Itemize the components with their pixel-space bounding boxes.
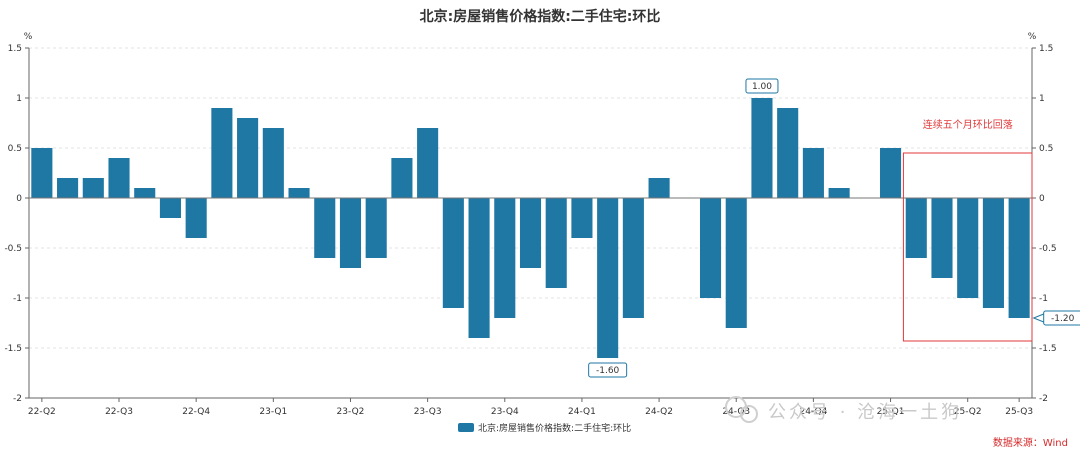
bar (1008, 198, 1030, 318)
x-tick-label: 24-Q3 (722, 407, 750, 417)
x-tick-label: 24-Q4 (799, 407, 827, 417)
watermark: 公众号 · 沧海一土狗 (725, 396, 962, 423)
bar (391, 158, 413, 198)
data-source: 数据来源：Wind (993, 436, 1068, 449)
bar (211, 108, 233, 198)
left-tick-label: -2 (13, 394, 22, 404)
bar (134, 188, 156, 198)
bar (159, 198, 181, 218)
bar (82, 178, 104, 198)
left-tick-label: 1.5 (8, 44, 22, 54)
bar (108, 158, 130, 198)
data-label-box (1043, 310, 1080, 326)
data-label: -1.60 (596, 366, 620, 376)
data-label-pointer (1032, 313, 1044, 323)
data-label: 1.00 (752, 82, 772, 92)
x-tick-label: 24-Q2 (645, 407, 673, 417)
wechat-icon-small (740, 405, 758, 423)
bar (725, 198, 747, 328)
legend-swatch (458, 423, 474, 432)
bar (622, 198, 644, 318)
bar (365, 198, 387, 258)
bar (494, 198, 516, 318)
bar (417, 128, 439, 198)
bar (442, 198, 464, 308)
bar (931, 198, 953, 278)
left-tick-label: -0.5 (4, 244, 22, 254)
x-tick-label: 23-Q1 (259, 407, 287, 417)
bar (828, 188, 850, 198)
bar (314, 198, 336, 258)
x-tick-label: 24-Q1 (568, 407, 596, 417)
x-tick-label: 23-Q2 (337, 407, 365, 417)
left-tick-label: -1 (13, 294, 22, 304)
bar (699, 198, 722, 298)
bar (597, 198, 619, 358)
right-tick-label: -0.5 (1039, 244, 1057, 254)
watermark-text: 公众号 · 沧海一土狗 (768, 402, 962, 423)
bars (31, 98, 1030, 358)
x-tick-label: 23-Q3 (414, 407, 442, 417)
left-tick-label: 1 (16, 94, 22, 104)
left-tick-label: 0.5 (8, 144, 22, 154)
x-tick-label: 22-Q2 (28, 407, 56, 417)
bar (468, 198, 490, 338)
chart-title: 北京:房屋销售价格指数:二手住宅:环比 (420, 8, 661, 25)
bar (288, 188, 310, 198)
right-tick-label: 0 (1039, 194, 1045, 204)
bar (880, 148, 902, 198)
bar (957, 198, 979, 298)
right-y-axis: 1.5 1 0.5 0 -0.5 -1 -1.5 -2 (1031, 44, 1057, 404)
data-label-box (588, 362, 628, 378)
data-label: -1.20 (1051, 314, 1075, 324)
x-tick-label: 25-Q3 (1005, 407, 1033, 417)
x-tick-label: 23-Q4 (491, 407, 519, 417)
bar (339, 198, 362, 268)
left-axis-unit: % (24, 32, 33, 42)
bar (185, 198, 207, 238)
x-tick-label: 22-Q4 (182, 407, 210, 417)
bar (31, 148, 53, 198)
left-tick-label: 0 (16, 194, 22, 204)
bar (802, 148, 824, 198)
annotation-text: 连续五个月环比回落 (923, 118, 1013, 131)
legend: 北京:房屋销售价格指数:二手住宅:环比 (458, 422, 631, 434)
bar (545, 198, 567, 288)
annotation-box (902, 152, 1033, 342)
legend-label: 北京:房屋销售价格指数:二手住宅:环比 (478, 422, 631, 434)
x-tick-label: 22-Q3 (105, 407, 133, 417)
right-axis-unit: % (1028, 32, 1037, 42)
right-tick-label: 0.5 (1039, 144, 1053, 154)
x-tick-label: 25-Q1 (877, 407, 905, 417)
bar (982, 198, 1004, 308)
x-axis: 22-Q2 22-Q3 22-Q4 23-Q1 23-Q2 23-Q3 23-Q4 24-Q1… (28, 197, 1033, 417)
bar (237, 118, 259, 198)
bar (57, 178, 79, 198)
bar (519, 198, 542, 268)
bar (777, 108, 799, 198)
left-y-axis: 1.5 1 0.5 0 -0.5 -1 -1.5 -2 (4, 44, 30, 404)
right-tick-label: 1.5 (1039, 44, 1053, 54)
right-tick-label: -1 (1039, 294, 1048, 304)
right-tick-label: -2 (1039, 394, 1048, 404)
left-tick-label: -1.5 (4, 344, 22, 354)
bar (648, 178, 670, 198)
bar (751, 98, 773, 198)
annotation: 连续五个月环比回落 (902, 118, 1033, 342)
data-label-box (745, 78, 779, 94)
bar (905, 198, 927, 258)
x-tick-label: 25-Q2 (954, 407, 982, 417)
right-tick-label: -1.5 (1039, 344, 1057, 354)
bar (571, 198, 593, 238)
right-tick-label: 1 (1039, 94, 1045, 104)
data-labels: 1.00 -1.60 -1.20 (588, 78, 1080, 378)
bar (262, 128, 284, 198)
